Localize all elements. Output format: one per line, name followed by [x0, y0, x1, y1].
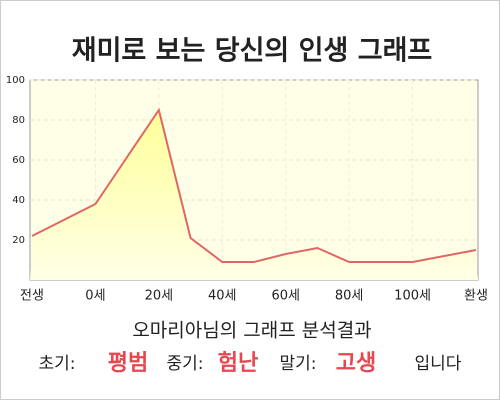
x-tick-label: 전생	[20, 289, 44, 304]
y-tick-label: 40	[12, 195, 25, 206]
result-highlight: 고생	[336, 351, 376, 376]
y-tick-label: 80	[12, 115, 25, 126]
result-text: 입니다	[415, 354, 462, 374]
result-text: 초기:	[38, 354, 75, 374]
result-highlight: 평범	[108, 351, 148, 376]
x-tick-label: 100세	[394, 289, 431, 304]
result-title: 오마리아님의 그래프 분석결과	[132, 320, 371, 342]
y-tick-label: 100	[6, 75, 25, 86]
x-tick-label: 60세	[271, 289, 300, 304]
result-text: 말기:	[279, 354, 316, 374]
result-text: 중기:	[166, 354, 203, 374]
x-tick-label: 0세	[85, 289, 105, 304]
x-tick-label: 80세	[335, 289, 364, 304]
line	[31, 107, 477, 263]
x-tick-label: 40세	[208, 289, 237, 304]
result-highlight: 험난	[218, 350, 258, 376]
x-tick-label: 20세	[145, 289, 174, 304]
y-tick-label: 20	[12, 235, 25, 246]
y-tick-label: 60	[12, 155, 25, 166]
area-fill	[30, 110, 478, 280]
chart-title: 재미로 보는 당신의 인생 그래프	[72, 36, 433, 67]
x-tick-label: 환생	[464, 289, 488, 304]
